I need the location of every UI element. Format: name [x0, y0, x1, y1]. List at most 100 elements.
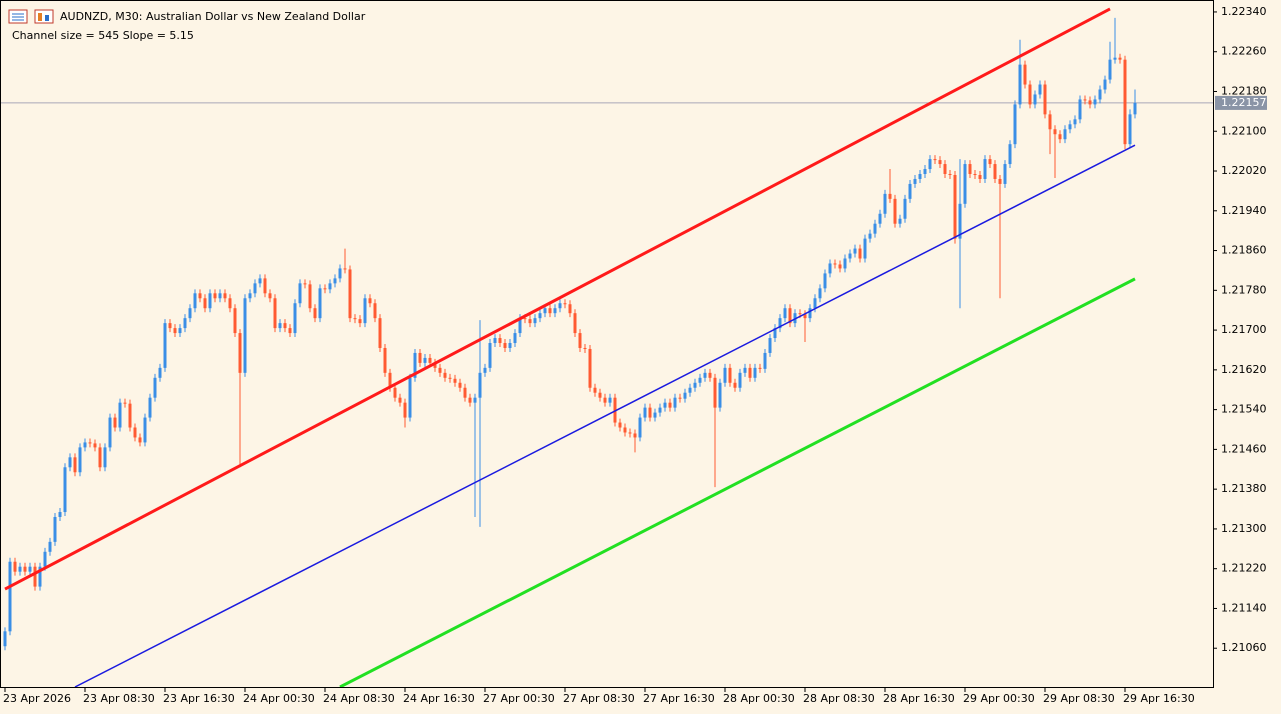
candle-body: [893, 198, 897, 224]
candle-body: [698, 377, 702, 383]
candle-body: [328, 283, 332, 290]
chart-subtitle: Channel size = 545 Slope = 5.15: [12, 29, 194, 42]
candle-body: [1133, 102, 1137, 115]
channel-line: [339, 277, 1136, 687]
candle-body: [443, 372, 447, 378]
candle-body: [358, 319, 362, 324]
candle-body: [873, 223, 877, 234]
candle-body: [233, 308, 237, 334]
y-tick-label: 1.22020: [1221, 164, 1267, 177]
candle-body: [788, 308, 792, 324]
candle-body: [898, 218, 902, 224]
candle-body: [838, 264, 842, 269]
candle-body: [488, 343, 492, 368]
candle-body: [748, 367, 752, 378]
candle-body: [313, 308, 317, 319]
y-tick-label: 1.21940: [1221, 204, 1267, 217]
candle-body: [8, 561, 12, 632]
candle-body: [168, 323, 172, 329]
candle-body: [513, 333, 517, 344]
candle-body: [758, 367, 762, 369]
candle-body: [643, 407, 647, 418]
candle-body: [858, 248, 862, 259]
candle-body: [678, 397, 682, 399]
candle-body: [473, 397, 477, 403]
channel-line: [4, 7, 1111, 591]
candle-body: [618, 422, 622, 428]
candle-body: [98, 447, 102, 468]
candle-body: [128, 403, 132, 428]
y-tick-label: 1.21780: [1221, 283, 1267, 296]
candle-body: [308, 284, 312, 309]
symbol-icons: [8, 9, 54, 24]
candle-body: [658, 407, 662, 413]
candle-body: [688, 387, 692, 393]
candle-body: [248, 293, 252, 299]
candle-body: [1048, 114, 1052, 130]
candle-body: [1008, 144, 1012, 165]
candle-body: [413, 352, 417, 378]
candle-body: [498, 338, 502, 344]
price-label: 1.22157: [1221, 96, 1267, 109]
x-tick-label: 29 Apr 08:30: [1043, 692, 1115, 705]
candle-body: [608, 397, 612, 403]
candle-body: [1043, 84, 1047, 115]
y-tick-label: 1.22340: [1221, 5, 1267, 18]
candle-body: [338, 268, 342, 279]
candle-body: [928, 159, 932, 170]
x-tick-label: 29 Apr 16:30: [1123, 692, 1195, 705]
candle-body: [163, 323, 167, 368]
candle-body: [278, 323, 282, 329]
candle-body: [88, 442, 92, 444]
candle-body: [403, 402, 407, 418]
y-tick-label: 1.21380: [1221, 482, 1267, 495]
candle-body: [273, 298, 277, 329]
candle-body: [963, 164, 967, 204]
candle-body: [1028, 84, 1032, 105]
candle-body: [908, 183, 912, 199]
candle-body: [263, 278, 267, 294]
candle-body: [703, 372, 707, 378]
candle-body: [823, 273, 827, 289]
candle-body: [638, 417, 642, 438]
candle-body: [318, 288, 322, 319]
candle-body: [148, 397, 152, 418]
candle-body: [173, 328, 177, 334]
x-tick-label: 27 Apr 08:30: [563, 692, 635, 705]
candle-body: [778, 318, 782, 329]
candle-body: [268, 293, 272, 299]
candle-body: [853, 248, 857, 254]
candle-body: [813, 298, 817, 309]
candle-body: [633, 433, 637, 438]
candle-body: [368, 298, 372, 304]
candle-body: [433, 362, 437, 368]
candle-body: [583, 347, 587, 349]
candle-body: [1103, 79, 1107, 90]
x-tick-label: 23 Apr 08:30: [83, 692, 155, 705]
candle-body: [238, 333, 242, 373]
candle-body: [283, 323, 287, 329]
x-tick-label: 24 Apr 00:30: [243, 692, 315, 705]
candle-body: [53, 516, 57, 542]
candle-body: [1073, 119, 1077, 125]
candle-body: [1118, 57, 1122, 60]
candle-body: [468, 397, 472, 403]
candle-body: [808, 308, 812, 319]
candle-body: [108, 417, 112, 448]
candle-body: [303, 283, 307, 285]
candle-body: [293, 303, 297, 334]
candle-body: [913, 178, 917, 184]
candle-body: [483, 367, 487, 373]
candle-body: [923, 169, 927, 174]
candle-body: [503, 343, 507, 348]
candle-body: [323, 288, 327, 290]
candle-body: [378, 318, 382, 348]
candle-body: [18, 566, 22, 572]
candle-body: [1018, 64, 1022, 105]
candle-body: [153, 377, 157, 398]
candle-body: [1063, 129, 1067, 140]
candle-body: [68, 457, 72, 468]
candle-body: [918, 174, 922, 179]
candle-body: [903, 198, 907, 219]
